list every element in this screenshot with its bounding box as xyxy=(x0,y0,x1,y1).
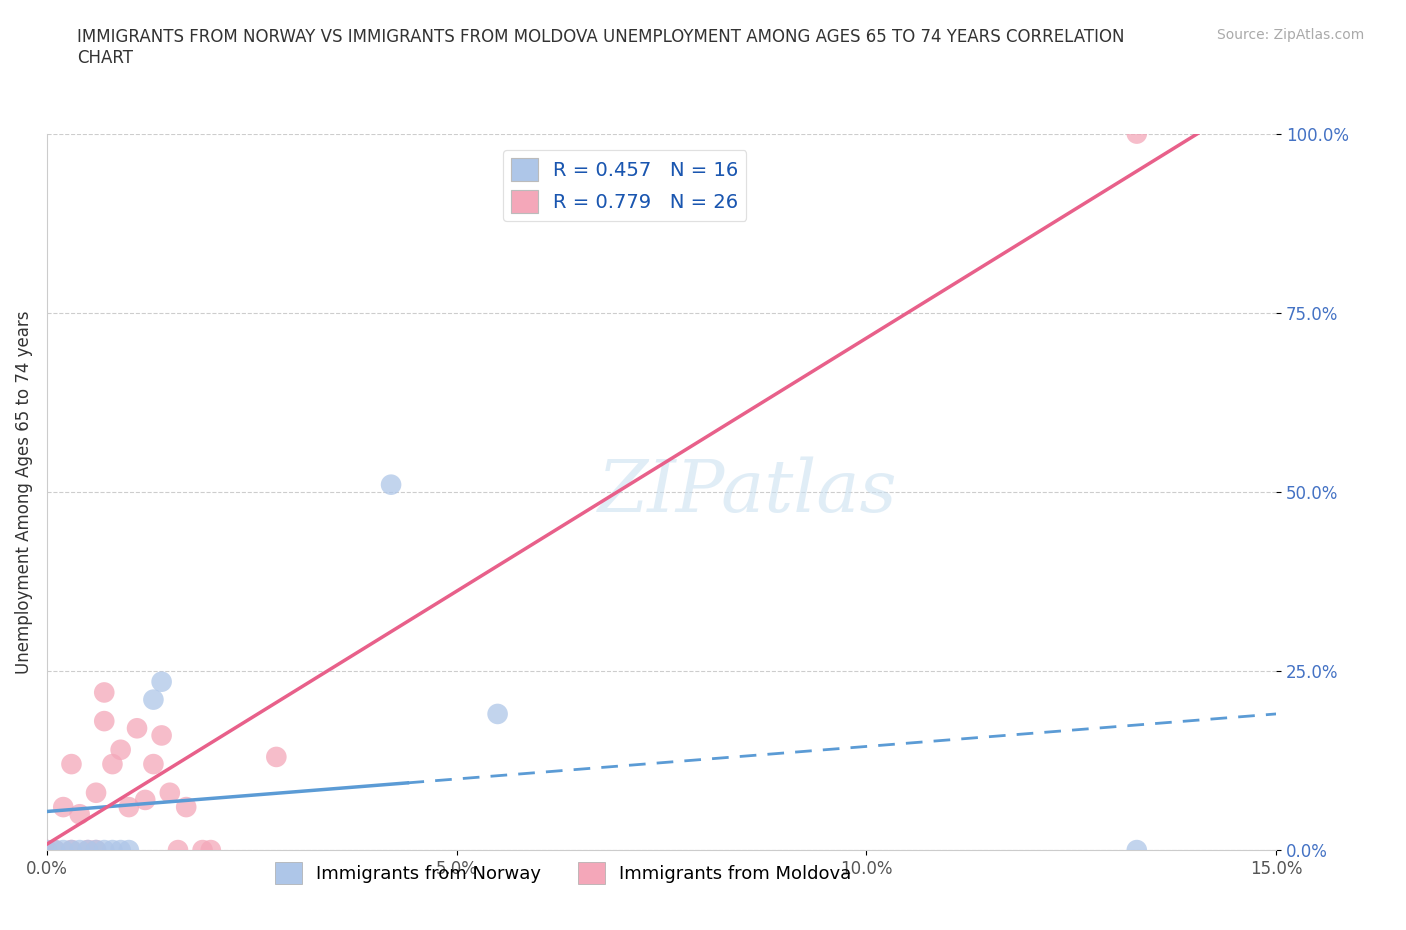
Text: ZIPatlas: ZIPatlas xyxy=(598,457,897,527)
Point xyxy=(93,713,115,728)
Point xyxy=(101,843,124,857)
Point xyxy=(167,843,190,857)
Point xyxy=(69,843,91,857)
Point xyxy=(35,843,58,857)
Point xyxy=(60,757,83,772)
Point xyxy=(93,843,115,857)
Point xyxy=(35,843,58,857)
Point xyxy=(60,843,83,857)
Point xyxy=(76,843,98,857)
Text: IMMIGRANTS FROM NORWAY VS IMMIGRANTS FROM MOLDOVA UNEMPLOYMENT AMONG AGES 65 TO : IMMIGRANTS FROM NORWAY VS IMMIGRANTS FRO… xyxy=(77,28,1125,67)
Point xyxy=(93,685,115,700)
Point xyxy=(52,800,75,815)
Point xyxy=(200,843,222,857)
Point xyxy=(380,477,402,492)
Point xyxy=(174,800,197,815)
Point xyxy=(191,843,214,857)
Point xyxy=(159,785,181,800)
Point xyxy=(52,843,75,857)
Point xyxy=(134,792,156,807)
Point xyxy=(60,843,83,857)
Point xyxy=(150,728,173,743)
Point xyxy=(44,843,66,857)
Point xyxy=(35,843,58,857)
Y-axis label: Unemployment Among Ages 65 to 74 years: Unemployment Among Ages 65 to 74 years xyxy=(15,310,32,673)
Point xyxy=(486,707,509,722)
Point xyxy=(1126,843,1149,857)
Point xyxy=(266,750,288,764)
Point xyxy=(1126,126,1149,141)
Point xyxy=(125,721,148,736)
Point xyxy=(84,785,107,800)
Point xyxy=(118,800,141,815)
Point xyxy=(84,843,107,857)
Legend: R = 0.457   N = 16, R = 0.779   N = 26: R = 0.457 N = 16, R = 0.779 N = 26 xyxy=(503,151,747,220)
Point xyxy=(150,674,173,689)
Point xyxy=(142,757,165,772)
Point xyxy=(142,692,165,707)
Point xyxy=(110,843,132,857)
Point xyxy=(44,843,66,857)
Point xyxy=(69,807,91,822)
Point xyxy=(84,843,107,857)
Point xyxy=(110,742,132,757)
Text: Source: ZipAtlas.com: Source: ZipAtlas.com xyxy=(1216,28,1364,42)
Point xyxy=(118,843,141,857)
Point xyxy=(76,843,98,857)
Point xyxy=(101,757,124,772)
